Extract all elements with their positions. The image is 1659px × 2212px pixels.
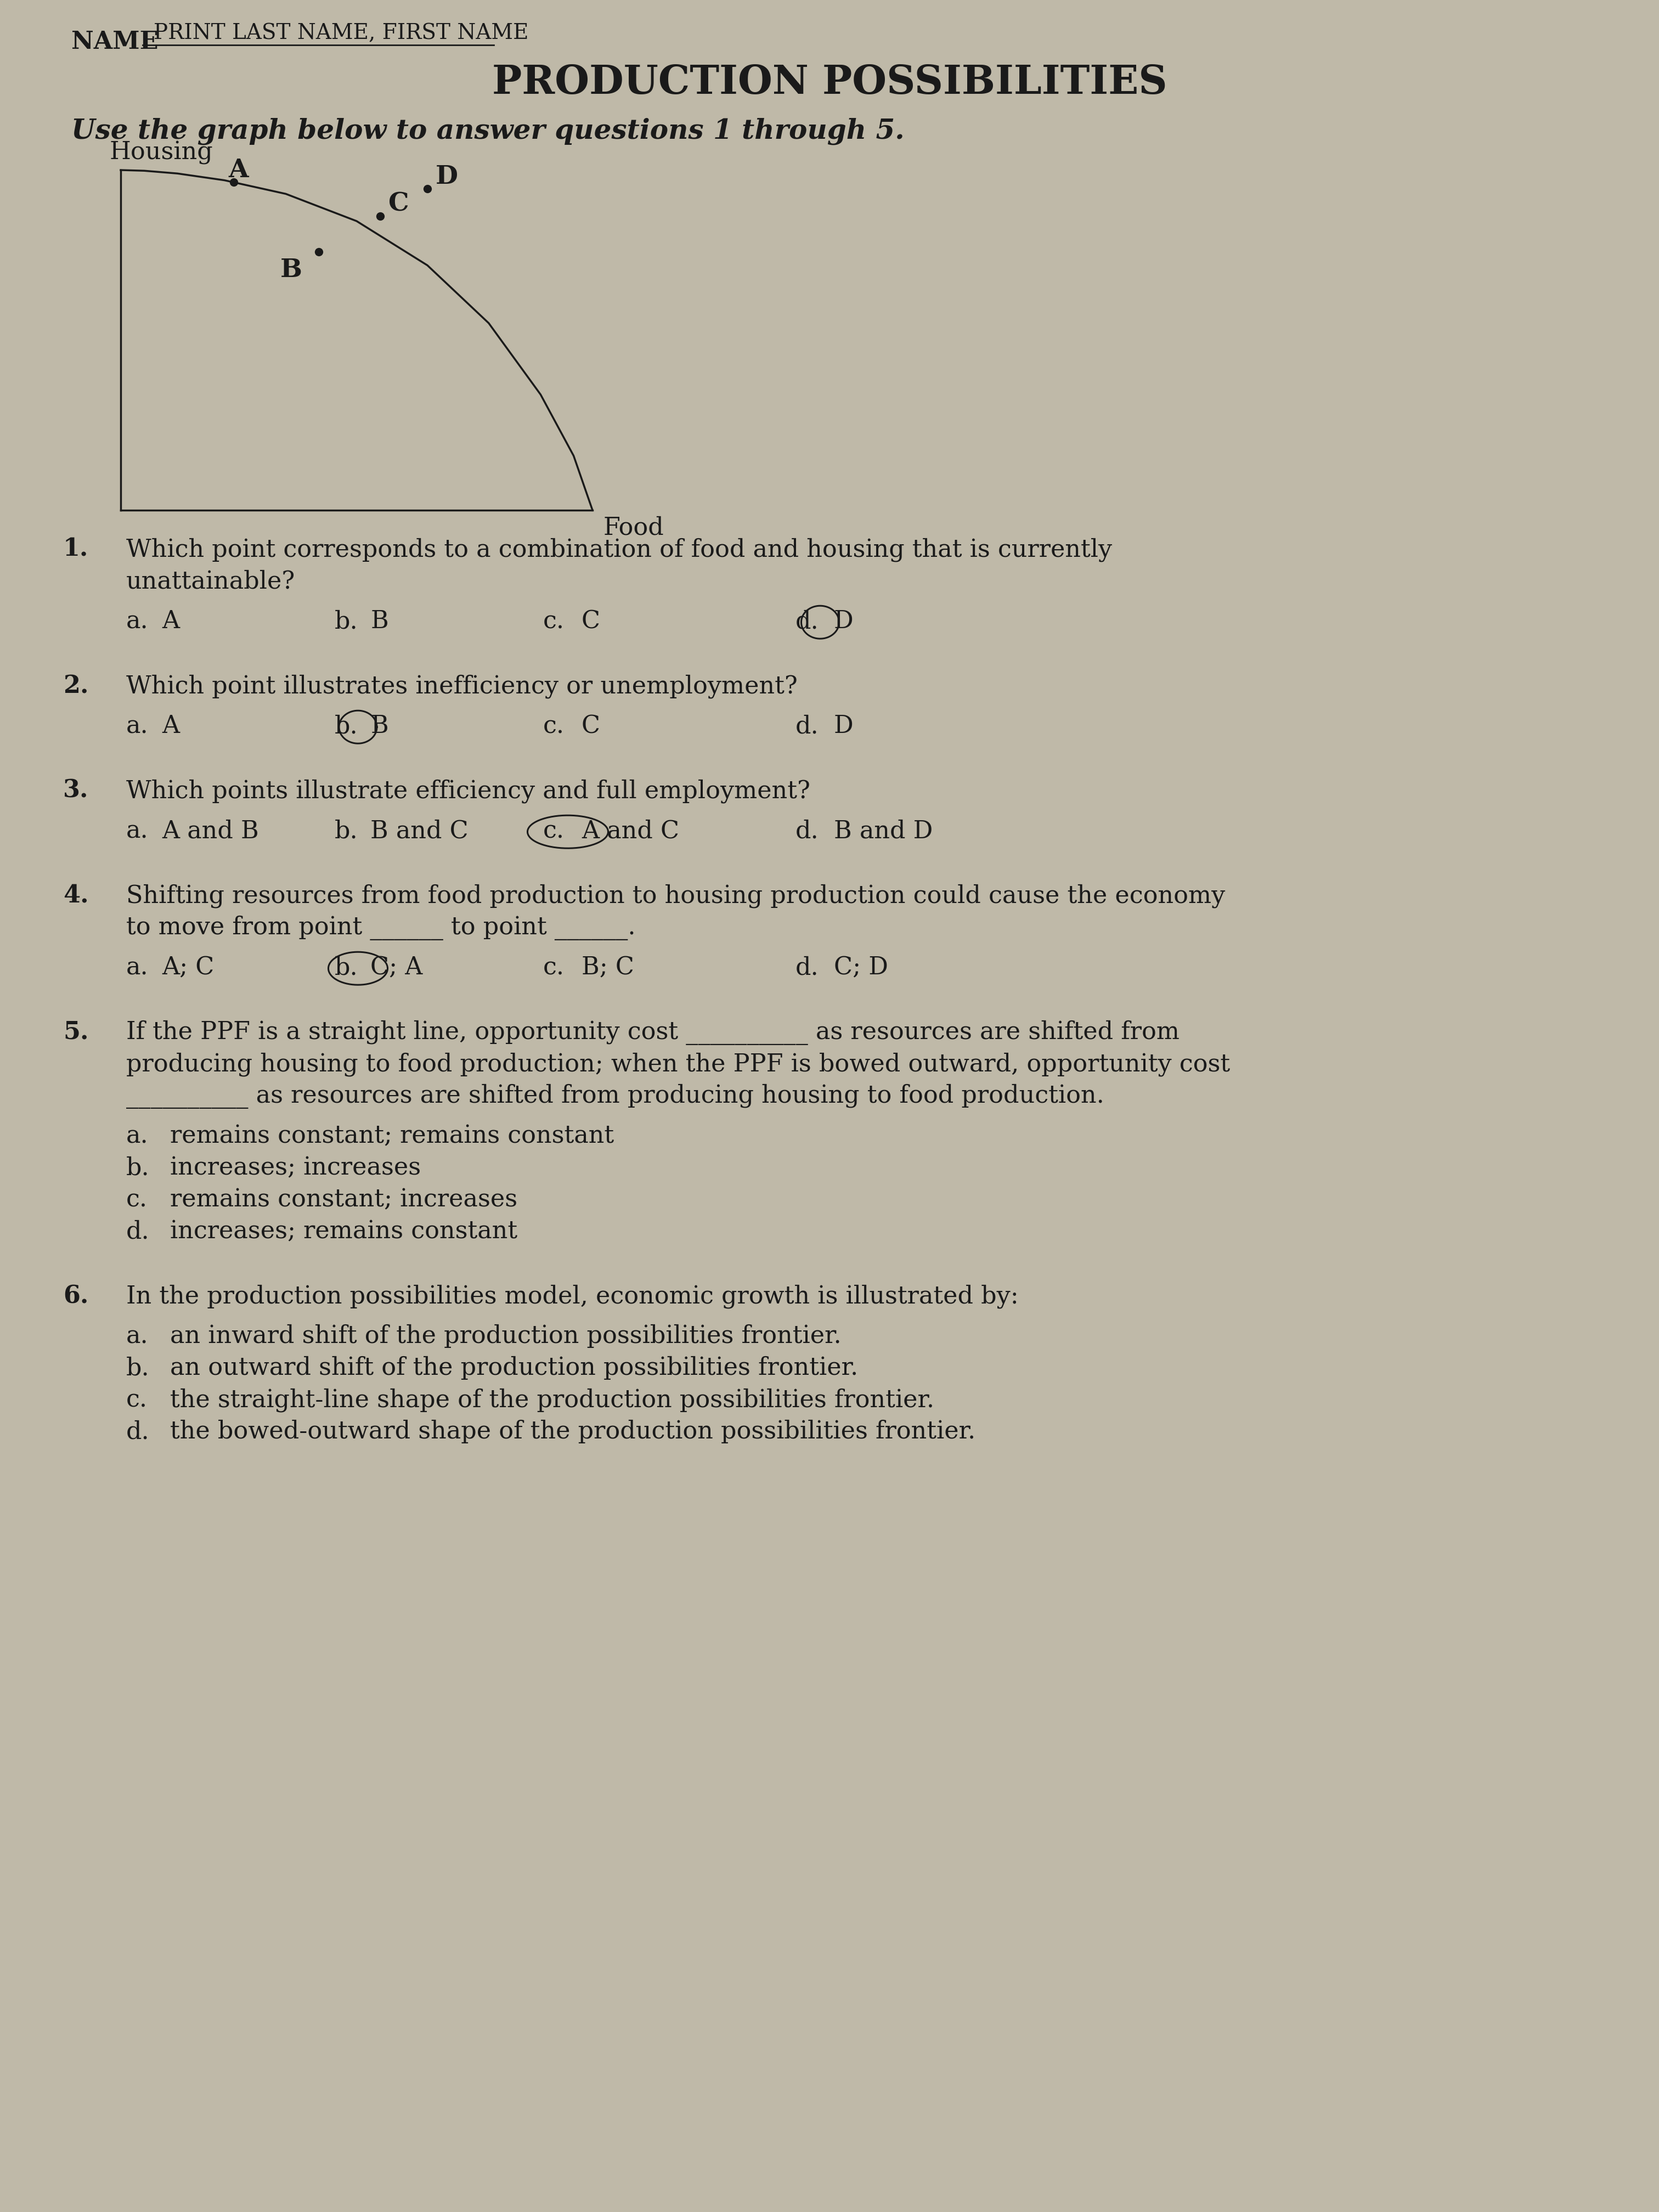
Text: c.: c. — [126, 1387, 148, 1411]
Text: Use the graph below to answer questions 1 through 5.: Use the graph below to answer questions … — [71, 117, 904, 146]
Text: Which point illustrates inefficiency or unemployment?: Which point illustrates inefficiency or … — [126, 675, 798, 699]
Text: C: C — [582, 714, 601, 739]
Text: Housing: Housing — [109, 142, 214, 164]
Text: d.: d. — [795, 714, 820, 739]
Text: 6.: 6. — [63, 1285, 88, 1307]
Text: a.: a. — [126, 956, 148, 980]
Text: c.: c. — [542, 714, 564, 739]
Text: d.: d. — [126, 1420, 149, 1444]
Text: 3.: 3. — [63, 779, 88, 803]
Text: a.: a. — [126, 818, 148, 843]
Text: an inward shift of the production possibilities frontier.: an inward shift of the production possib… — [171, 1325, 841, 1347]
Text: a.: a. — [126, 611, 148, 633]
Text: the bowed-outward shape of the production possibilities frontier.: the bowed-outward shape of the productio… — [171, 1420, 975, 1444]
Text: PRODUCTION POSSIBILITIES: PRODUCTION POSSIBILITIES — [493, 64, 1166, 102]
Text: Food: Food — [604, 515, 664, 540]
Text: A: A — [163, 611, 179, 633]
Text: b.: b. — [335, 714, 358, 739]
Text: B and D: B and D — [834, 818, 932, 843]
Text: c.: c. — [542, 818, 564, 843]
Text: 1.: 1. — [63, 538, 88, 562]
Text: If the PPF is a straight line, opportunity cost __________ as resources are shif: If the PPF is a straight line, opportuni… — [126, 1020, 1180, 1046]
Text: 5.: 5. — [63, 1020, 88, 1044]
Text: c.: c. — [126, 1188, 148, 1212]
Text: an outward shift of the production possibilities frontier.: an outward shift of the production possi… — [171, 1356, 858, 1380]
Text: 4.: 4. — [63, 885, 88, 907]
Text: D: D — [436, 164, 458, 190]
Text: 2.: 2. — [63, 675, 88, 697]
Text: C: C — [582, 611, 601, 633]
Text: b.: b. — [335, 956, 358, 980]
Text: A: A — [229, 157, 249, 184]
Text: B; C: B; C — [582, 956, 634, 980]
Text: a.: a. — [126, 1325, 148, 1347]
Text: Which point corresponds to a combination of food and housing that is currently: Which point corresponds to a combination… — [126, 538, 1112, 562]
Text: A and B: A and B — [163, 818, 259, 843]
Text: the straight-line shape of the production possibilities frontier.: the straight-line shape of the productio… — [171, 1387, 934, 1411]
Text: D: D — [834, 714, 853, 739]
Text: c.: c. — [542, 611, 564, 633]
Text: producing housing to food production; when the PPF is bowed outward, opportunity: producing housing to food production; wh… — [126, 1053, 1229, 1077]
Text: A and C: A and C — [582, 818, 679, 843]
Text: b.: b. — [126, 1356, 149, 1380]
Text: d.: d. — [795, 611, 820, 633]
Text: B: B — [370, 611, 388, 633]
Text: NAME: NAME — [71, 31, 158, 53]
Text: B: B — [370, 714, 388, 739]
Text: B: B — [280, 257, 302, 283]
Text: D: D — [834, 611, 853, 633]
Text: d.: d. — [795, 956, 820, 980]
Text: d.: d. — [795, 818, 820, 843]
Text: a.: a. — [126, 1124, 148, 1148]
Text: increases; remains constant: increases; remains constant — [171, 1219, 518, 1243]
Text: b.: b. — [335, 611, 358, 633]
Text: __________ as resources are shifted from producing housing to food production.: __________ as resources are shifted from… — [126, 1084, 1105, 1108]
Text: to move from point ______ to point ______.: to move from point ______ to point _____… — [126, 916, 635, 940]
Text: Which points illustrate efficiency and full employment?: Which points illustrate efficiency and f… — [126, 779, 810, 803]
Text: Shifting resources from food production to housing production could cause the ec: Shifting resources from food production … — [126, 885, 1226, 907]
Text: c.: c. — [542, 956, 564, 980]
Text: unattainable?: unattainable? — [126, 568, 295, 593]
Text: A: A — [163, 714, 179, 739]
Text: C; A: C; A — [370, 956, 423, 980]
Text: increases; increases: increases; increases — [171, 1157, 421, 1179]
Text: In the production possibilities model, economic growth is illustrated by:: In the production possibilities model, e… — [126, 1285, 1019, 1307]
Text: remains constant; remains constant: remains constant; remains constant — [171, 1124, 614, 1148]
Text: a.: a. — [126, 714, 148, 739]
Text: b.: b. — [335, 818, 358, 843]
Text: b.: b. — [126, 1157, 149, 1179]
Text: PRINT LAST NAME, FIRST NAME: PRINT LAST NAME, FIRST NAME — [154, 22, 529, 44]
Text: C: C — [388, 190, 410, 217]
Text: C; D: C; D — [834, 956, 888, 980]
Text: A; C: A; C — [163, 956, 214, 980]
Text: d.: d. — [126, 1219, 149, 1243]
Text: B and C: B and C — [370, 818, 468, 843]
Text: remains constant; increases: remains constant; increases — [171, 1188, 518, 1212]
